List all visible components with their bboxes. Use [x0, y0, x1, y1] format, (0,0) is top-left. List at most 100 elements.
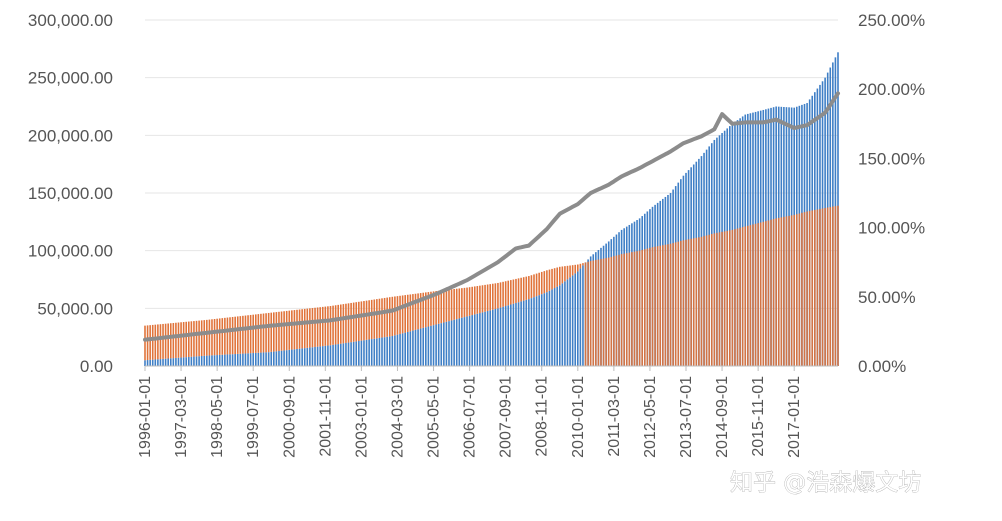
- orange-bar: [692, 238, 695, 366]
- blue-bar: [533, 297, 535, 366]
- orange-bar: [600, 259, 602, 366]
- orange-bar: [528, 276, 530, 300]
- orange-bar: [795, 214, 798, 366]
- orange-bar: [306, 308, 309, 348]
- orange-bar: [350, 302, 352, 343]
- blue-bar: [546, 292, 548, 366]
- orange-bar: [512, 279, 515, 304]
- blue-bar: [267, 352, 270, 366]
- blue-bar: [569, 277, 571, 366]
- orange-bar: [739, 227, 741, 366]
- blue-bar: [471, 315, 473, 366]
- blue-bar: [396, 334, 399, 366]
- orange-bar: [257, 314, 260, 353]
- blue-bar: [260, 352, 262, 366]
- blue-bar: [327, 345, 329, 366]
- blue-bar: [306, 347, 309, 366]
- orange-bar: [291, 310, 293, 350]
- blue-bar: [234, 354, 236, 366]
- blue-bar: [195, 356, 198, 366]
- orange-bar: [535, 273, 538, 297]
- orange-bar: [213, 319, 216, 356]
- orange-bar: [824, 207, 826, 366]
- blue-bar: [182, 357, 185, 366]
- orange-bar: [200, 320, 203, 357]
- x-tick-label: 1996-01-01: [137, 376, 154, 458]
- blue-bar: [360, 340, 363, 366]
- orange-bar: [698, 237, 700, 366]
- orange-bar: [301, 309, 303, 349]
- orange-bar: [242, 315, 244, 354]
- blue-bar: [507, 305, 510, 366]
- orange-bar: [587, 261, 589, 366]
- orange-bar: [520, 277, 522, 302]
- orange-bar: [494, 283, 497, 310]
- blue-bar: [296, 348, 298, 366]
- orange-bar: [146, 325, 149, 361]
- blue-bar: [520, 301, 522, 366]
- blue-bar: [334, 344, 337, 366]
- orange-bar: [378, 298, 381, 338]
- gridlines: [145, 19, 838, 367]
- blue-bar: [309, 347, 311, 366]
- blue-bar: [252, 353, 254, 366]
- left-y-tick-label: 0.00: [80, 357, 113, 376]
- blue-bar: [577, 271, 579, 366]
- blue-bar: [383, 337, 386, 366]
- orange-bar: [819, 208, 821, 366]
- blue-bar: [517, 302, 520, 366]
- blue-bar: [144, 360, 146, 366]
- orange-bar: [236, 316, 239, 354]
- orange-bar: [636, 251, 638, 366]
- blue-bar: [239, 353, 242, 366]
- blue-bar: [571, 275, 574, 366]
- orange-bar: [172, 322, 175, 359]
- orange-bar: [432, 291, 435, 326]
- blue-bar: [247, 353, 249, 366]
- blue-bar: [324, 345, 327, 366]
- orange-bar: [674, 242, 677, 366]
- blue-bar: [242, 353, 244, 366]
- blue-bar: [226, 354, 229, 366]
- x-tick-label: 2010-01-01: [570, 376, 587, 458]
- blue-bar: [548, 290, 551, 366]
- orange-bar: [757, 223, 759, 366]
- orange-bar: [798, 213, 801, 366]
- blue-bar: [172, 358, 175, 366]
- orange-bar: [337, 304, 340, 345]
- blue-bar: [422, 327, 425, 366]
- orange-bar: [643, 249, 646, 366]
- orange-bar: [399, 295, 401, 334]
- blue-bar: [525, 299, 528, 366]
- orange-bar: [154, 324, 157, 360]
- orange-bar: [713, 233, 716, 366]
- orange-bar: [731, 229, 734, 366]
- orange-bar: [404, 295, 406, 333]
- blue-bar: [329, 345, 332, 366]
- orange-bar: [685, 239, 687, 366]
- x-tick-label: 2014-09-01: [714, 376, 731, 458]
- x-tick-label: 2015-11-01: [750, 376, 767, 457]
- orange-bar: [775, 218, 777, 366]
- orange-bar: [275, 312, 278, 352]
- blue-bar: [293, 349, 296, 366]
- blue-bar: [561, 283, 564, 366]
- orange-bar: [571, 265, 574, 276]
- orange-bar: [311, 308, 314, 348]
- blue-bar: [157, 359, 159, 366]
- orange-bar: [690, 238, 692, 366]
- orange-bar: [342, 304, 345, 344]
- blue-bar: [193, 356, 195, 366]
- orange-bar: [180, 322, 182, 358]
- blue-bar: [414, 329, 417, 366]
- orange-bar: [582, 263, 584, 266]
- blue-bar: [461, 317, 463, 366]
- blue-bar: [484, 311, 486, 366]
- orange-bar: [592, 260, 595, 366]
- left-y-tick-label: 250,000.00: [28, 69, 113, 88]
- blue-bar: [169, 358, 172, 366]
- blue-bar: [466, 316, 468, 366]
- blue-bar: [564, 281, 566, 366]
- orange-bar: [345, 303, 347, 343]
- blue-bar: [479, 313, 481, 366]
